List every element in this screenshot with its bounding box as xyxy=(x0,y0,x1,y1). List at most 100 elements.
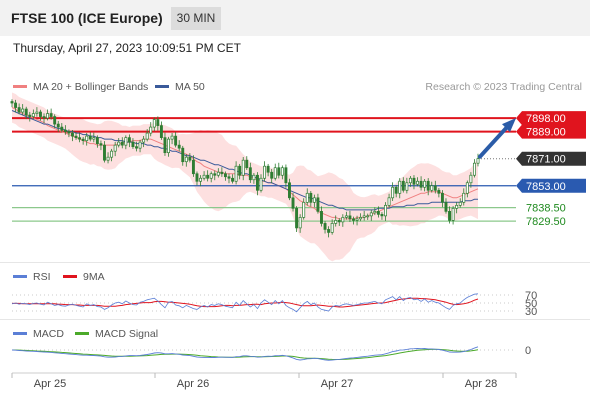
candle-body xyxy=(234,165,238,182)
candle-body xyxy=(394,186,398,194)
candle-body xyxy=(206,174,210,179)
candle-body xyxy=(145,132,149,140)
candle-body xyxy=(28,114,32,117)
candle-body xyxy=(245,159,249,169)
candle-body xyxy=(131,141,135,148)
candle-body xyxy=(53,116,57,125)
candle-body xyxy=(99,143,103,146)
candle-body xyxy=(135,146,138,149)
candle-body xyxy=(369,212,373,217)
candle-body xyxy=(106,156,110,161)
candle-body xyxy=(60,126,64,131)
candle-body xyxy=(373,211,377,214)
level-tag-7889.00 xyxy=(516,124,586,139)
candle-body xyxy=(448,211,451,221)
candle-body xyxy=(408,177,412,184)
candle-body xyxy=(127,137,131,143)
candle-body xyxy=(355,218,359,221)
candle-body xyxy=(167,138,170,154)
candle-body xyxy=(216,171,220,176)
macd-legend-swatch-0 xyxy=(13,332,27,335)
candle-body xyxy=(74,135,78,138)
candle-body xyxy=(295,207,299,229)
rsi-line xyxy=(11,293,479,313)
candle-body xyxy=(391,186,395,199)
candle-body xyxy=(362,215,366,218)
candle-body xyxy=(277,167,281,176)
candle-body xyxy=(337,220,341,223)
candle-body xyxy=(39,111,42,117)
level-label-7871.00: 7871.00 xyxy=(526,154,566,166)
candle-body xyxy=(451,207,455,221)
candle-body xyxy=(184,156,188,163)
candle-body xyxy=(78,137,82,140)
candle-body xyxy=(156,119,160,126)
candle-body xyxy=(284,167,288,184)
candle-body xyxy=(412,177,416,185)
candle-body xyxy=(163,137,167,154)
level-label-7838.50: 7838.50 xyxy=(526,203,566,215)
candle-body xyxy=(152,119,156,128)
target-arrow-shaft xyxy=(478,124,510,159)
candle-body xyxy=(309,192,313,203)
candle-body xyxy=(14,102,18,108)
instrument-title: FTSE 100 (ICE Europe) xyxy=(11,10,163,26)
candle-body xyxy=(202,174,206,179)
candle-body xyxy=(405,182,409,191)
candle-body xyxy=(259,177,263,191)
candle-body xyxy=(120,141,124,146)
price-legend-swatch-0 xyxy=(13,85,27,88)
level-label-7898.00: 7898.00 xyxy=(526,113,566,125)
candle-body xyxy=(227,176,231,179)
candle-body xyxy=(465,182,469,194)
candle-body xyxy=(92,137,96,140)
candle-body xyxy=(170,135,174,140)
candle-body xyxy=(31,113,35,117)
candle-body xyxy=(103,144,106,161)
candle-body xyxy=(330,223,334,233)
chart-header: FTSE 100 (ICE Europe) 30 MIN xyxy=(0,0,590,36)
candle-body xyxy=(419,180,423,188)
candle-body xyxy=(462,192,466,203)
candle-body xyxy=(63,129,67,132)
macd-legend-label-0: MACD xyxy=(33,328,64,340)
candle-body xyxy=(149,126,153,134)
candle-body xyxy=(469,174,473,184)
candle-body xyxy=(323,223,327,230)
level-tag-7853.00 xyxy=(516,178,586,193)
price-legend-swatch-1 xyxy=(155,85,169,88)
candle-body xyxy=(199,177,202,182)
price-legend-label-1: MA 50 xyxy=(175,81,205,93)
candle-body xyxy=(430,185,434,191)
macd-line xyxy=(11,346,479,361)
macd-tick-0: 0 xyxy=(525,345,531,357)
candle-body xyxy=(376,211,380,215)
candle-body xyxy=(35,111,39,114)
macd-legend-swatch-1 xyxy=(75,332,89,335)
candle-body xyxy=(10,101,14,104)
rsi-legend-swatch-0 xyxy=(13,275,27,278)
candle-body xyxy=(455,204,459,209)
candle-body xyxy=(71,132,74,137)
candle-body xyxy=(220,171,224,175)
timeframe-badge[interactable]: 30 MIN xyxy=(171,7,221,30)
candle-body xyxy=(223,173,227,178)
candle-body xyxy=(241,159,245,176)
candle-body xyxy=(440,192,444,203)
candle-body xyxy=(110,150,114,158)
candle-body xyxy=(359,217,363,220)
candle-body xyxy=(213,173,217,176)
candle-body xyxy=(341,217,345,223)
level-label-7829.50: 7829.50 xyxy=(526,216,566,228)
x-tick-Apr-28: Apr 28 xyxy=(465,378,497,390)
candle-body xyxy=(334,220,338,224)
candle-body xyxy=(320,211,323,224)
candle-body xyxy=(195,173,199,182)
candle-body xyxy=(384,204,387,217)
candle-body xyxy=(42,116,46,119)
candle-body xyxy=(113,144,117,152)
candle-body xyxy=(191,159,195,175)
candle-body xyxy=(174,135,178,146)
candle-body xyxy=(305,192,309,203)
